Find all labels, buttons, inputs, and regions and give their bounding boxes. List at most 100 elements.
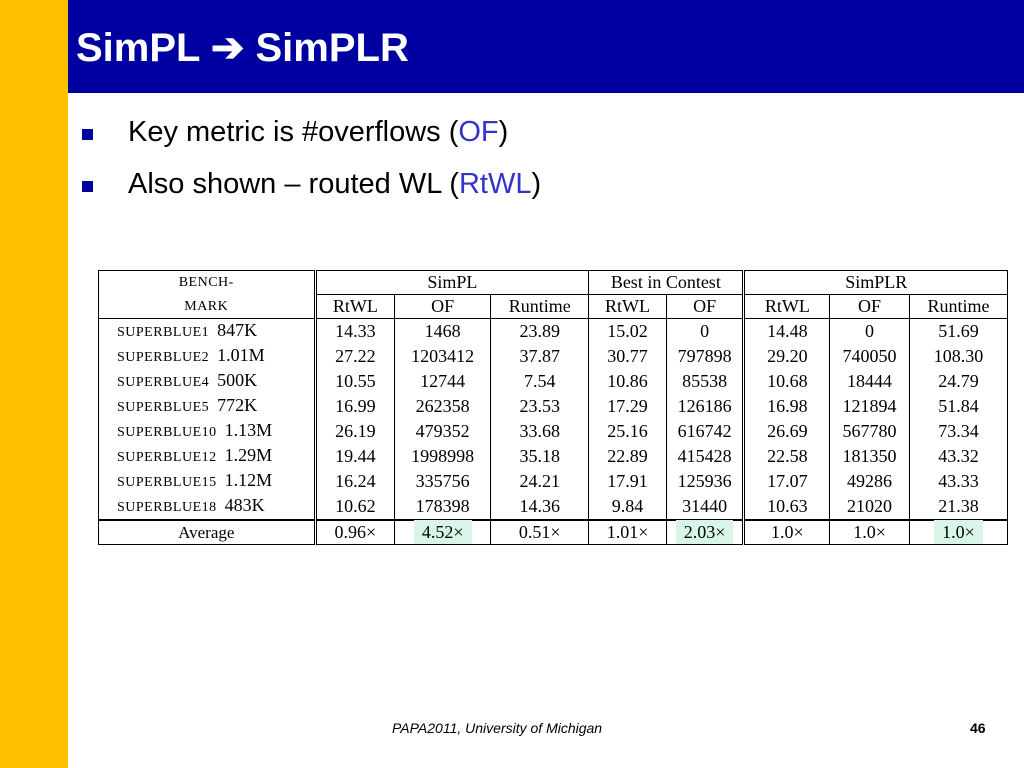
table-cell: 35.18 xyxy=(490,444,589,469)
table-group-header-row: BENCH- SimPL Best in Contest SimPLR xyxy=(98,270,1008,295)
table-cell: 43.32 xyxy=(908,444,1009,469)
table-cell: 33.68 xyxy=(490,419,589,444)
square-bullet-icon xyxy=(82,129,93,140)
table-cell: 14.36 xyxy=(490,494,589,520)
table-cell: 567780 xyxy=(829,419,910,444)
page-number: 46 xyxy=(970,720,986,736)
table-cell: 415428 xyxy=(665,444,744,469)
table-cell: 23.53 xyxy=(490,394,589,419)
table-cell: 0 xyxy=(829,318,910,344)
bench-name-cell: SUPERBLUE2 1.01M xyxy=(98,344,316,369)
table-cell: 125936 xyxy=(665,469,744,494)
average-cell: 0.51× xyxy=(490,519,589,545)
average-value: 4.52× xyxy=(413,520,472,544)
table-cell: 616742 xyxy=(665,419,744,444)
table-row: SUPERBLUE12 1.29M 19.44 1998998 35.18 22.89 41… xyxy=(98,444,1009,469)
table-cell: 178398 xyxy=(394,494,491,520)
table-cell: 740050 xyxy=(829,344,910,369)
subheader-cell: OF xyxy=(829,294,910,319)
bench-name: SUPERBLUE18 xyxy=(117,500,217,515)
table-cell: 9.84 xyxy=(588,494,667,520)
subheader-cell: RtWL xyxy=(742,294,830,319)
bench-name: SUPERBLUE12 xyxy=(117,450,217,465)
average-cell-highlighted: 4.52× xyxy=(394,519,491,545)
table-cell: 43.33 xyxy=(908,469,1009,494)
table-cell: 797898 xyxy=(665,344,744,369)
average-label: Average xyxy=(98,519,316,545)
table-cell: 14.33 xyxy=(313,318,395,344)
table-row: SUPERBLUE1 847K 14.33 1468 23.89 15.02 0 14.48 0… xyxy=(98,318,1009,344)
table-cell: 1203412 xyxy=(394,344,491,369)
bullet-text-prefix: Also shown – routed WL ( xyxy=(128,168,459,200)
bench-name-cell: SUPERBLUE1 847K xyxy=(98,318,316,344)
bench-name: SUPERBLUE1 xyxy=(117,325,210,340)
table-row: SUPERBLUE10 1.13M 26.19 479352 33.68 25.16 616… xyxy=(98,419,1009,444)
table-cell: 25.16 xyxy=(588,419,667,444)
table-cell: 30.77 xyxy=(588,344,667,369)
slide-title: SimPL ➔ SimPLR xyxy=(76,26,409,70)
table-cell: 262358 xyxy=(394,394,491,419)
bench-size: 483K xyxy=(224,495,265,515)
bullet-text-prefix: Key metric is #overflows ( xyxy=(128,116,459,148)
bullet-text-highlight: RtWL xyxy=(458,168,532,200)
subheader-cell: RtWL xyxy=(588,294,667,319)
table-cell: 27.22 xyxy=(313,344,395,369)
bench-size: 1.01M xyxy=(217,345,265,365)
bench-name-cell: SUPERBLUE18 483K xyxy=(98,494,316,520)
table-cell: 21020 xyxy=(829,494,910,520)
table-cell: 10.55 xyxy=(313,369,395,394)
table-subheader-row: MARK RtWL OF Runtime RtWL OF RtWL OF Run… xyxy=(98,294,1009,319)
subheader-cell: Runtime xyxy=(490,294,589,319)
table-cell: 22.58 xyxy=(742,444,830,469)
bench-size: 1.29M xyxy=(224,445,273,465)
bench-name-cell: SUPERBLUE5 772K xyxy=(98,394,316,419)
average-value: 0.96× xyxy=(334,522,377,542)
table-cell: 22.89 xyxy=(588,444,667,469)
table-cell: 17.07 xyxy=(742,469,830,494)
table-cell: 0 xyxy=(665,318,744,344)
bench-size: 500K xyxy=(217,370,258,390)
bench-name: SUPERBLUE5 xyxy=(117,400,210,415)
table-cell: 31440 xyxy=(665,494,744,520)
table-cell: 26.19 xyxy=(313,419,395,444)
average-row: Average 0.96× 4.52× 0.51× 1.01× 2.03× 1.0× 1.0×… xyxy=(98,519,1009,545)
table-cell: 29.20 xyxy=(742,344,830,369)
table-cell: 49286 xyxy=(829,469,910,494)
table-cell: 10.68 xyxy=(742,369,830,394)
table-cell: 26.69 xyxy=(742,419,830,444)
table-cell: 121894 xyxy=(829,394,910,419)
table-row: SUPERBLUE15 1.12M 16.24 335756 24.21 17.91 125… xyxy=(98,469,1009,494)
table-cell: 24.21 xyxy=(490,469,589,494)
bench-size: 847K xyxy=(217,320,258,340)
bench-name: SUPERBLUE10 xyxy=(117,425,217,440)
group-header-best-in-contest: Best in Contest xyxy=(588,270,744,295)
bench-size: 1.13M xyxy=(224,420,273,440)
bench-name-cell: SUPERBLUE15 1.12M xyxy=(98,469,316,494)
table-cell: 19.44 xyxy=(313,444,395,469)
subheader-cell: RtWL xyxy=(313,294,395,319)
table-cell: 16.24 xyxy=(313,469,395,494)
table-cell: 17.29 xyxy=(588,394,667,419)
table-cell: 7.54 xyxy=(490,369,589,394)
average-cell-highlighted: 1.0× xyxy=(908,519,1009,545)
bench-header-mark: MARK xyxy=(98,294,316,319)
results-table: BENCH- SimPL Best in Contest SimPLR MARK… xyxy=(98,270,1009,545)
table-cell: 18444 xyxy=(829,369,910,394)
square-bullet-icon xyxy=(82,181,93,192)
table-cell: 23.89 xyxy=(490,318,589,344)
table-cell: 73.34 xyxy=(908,419,1009,444)
table-cell: 335756 xyxy=(394,469,491,494)
table-cell: 10.86 xyxy=(588,369,667,394)
average-value: 0.51× xyxy=(518,522,561,542)
average-cell: 1.0× xyxy=(742,519,830,545)
bench-size: 1.12M xyxy=(224,470,273,490)
bullet-text-highlight: OF xyxy=(458,116,499,148)
subheader-cell: OF xyxy=(665,294,744,319)
results-table-container: BENCH- SimPL Best in Contest SimPLR MARK… xyxy=(98,270,1009,545)
footer-text: PAPA2011, University of Michigan xyxy=(392,720,603,736)
bullet-text: Also shown – routed WL (RtWL) xyxy=(128,164,541,204)
average-value: 1.0× xyxy=(853,522,886,542)
bench-name: SUPERBLUE4 xyxy=(117,375,210,390)
bullet-text: Key metric is #overflows (OF) xyxy=(128,112,508,152)
bench-name-cell: SUPERBLUE10 1.13M xyxy=(98,419,316,444)
